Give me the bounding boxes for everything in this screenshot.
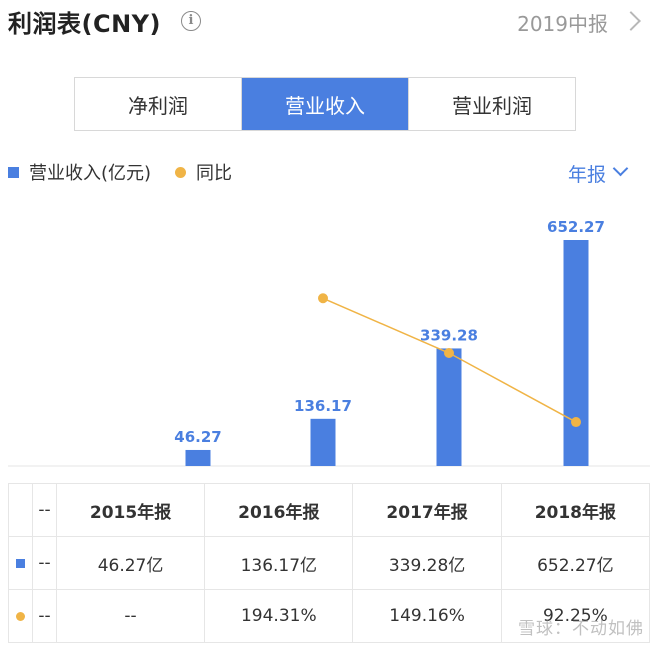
table-header-row: -- 2015年报 2016年报 2017年报 2018年报	[8, 483, 651, 537]
tab-operating-profit[interactable]: 营业利润	[409, 78, 575, 130]
bar-4[interactable]	[563, 240, 589, 466]
revenue-chart: 46.27 136.17 339.28 652.27	[8, 218, 650, 467]
watermark: 雪球：不动如佛	[518, 619, 644, 639]
legend-line-label: 同比	[196, 163, 233, 184]
table-cell: 136.17亿	[204, 536, 354, 590]
table-cell: 46.27亿	[55, 536, 206, 590]
yoy-point-4[interactable]	[571, 417, 581, 428]
table-cell: --	[55, 589, 206, 643]
chevron-down-icon[interactable]	[612, 160, 629, 177]
table-cell: 339.28亿	[352, 536, 502, 590]
metric-tabs: 净利润 营业收入 营业利润	[74, 77, 576, 131]
table-cell	[8, 483, 33, 537]
bar-2[interactable]	[310, 418, 336, 466]
table-cell	[8, 589, 33, 643]
header: 利润表(CNY) i 2019中报	[0, 0, 660, 44]
tab-net-profit[interactable]: 净利润	[75, 78, 242, 130]
legend-line-swatch	[175, 166, 187, 178]
table-cell: 2017年报	[352, 483, 502, 537]
tab-revenue[interactable]: 营业收入	[242, 78, 409, 130]
table-cell: --	[32, 483, 57, 537]
table-cell: 149.16%	[352, 589, 502, 643]
legend-bar-swatch	[8, 166, 19, 178]
legend-bar-label: 营业收入(亿元)	[29, 163, 152, 184]
table-cell: --	[32, 589, 57, 643]
bar-label-4: 652.27	[547, 218, 605, 236]
chevron-right-icon[interactable]	[621, 11, 641, 31]
table-cell: 92.25%	[500, 589, 651, 643]
bar-label-2: 136.17	[294, 397, 352, 415]
yoy-point-3[interactable]	[444, 348, 454, 359]
table-row-yoy: -- -- 194.31% 149.16% 92.25%	[8, 589, 651, 643]
bar-label-1: 46.27	[174, 428, 221, 446]
table-cell: 194.31%	[204, 589, 354, 643]
table-cell: --	[32, 536, 57, 590]
info-icon[interactable]: i	[181, 11, 201, 31]
page-title: 利润表(CNY)	[8, 10, 162, 38]
yoy-point-2[interactable]	[318, 293, 328, 304]
bar-3[interactable]	[436, 348, 462, 466]
bar-label-3: 339.28	[420, 326, 478, 344]
table-row-revenue: -- 46.27亿 136.17亿 339.28亿 652.27亿	[8, 536, 651, 590]
table-cell: 2015年报	[55, 483, 206, 537]
range-selector[interactable]: 年报	[567, 164, 606, 186]
revenue-marker	[16, 559, 25, 568]
table-cell: 2018年报	[500, 483, 651, 537]
bar-1[interactable]	[185, 449, 211, 466]
table-cell	[8, 536, 33, 590]
chart-legend: 营业收入(亿元) 同比	[8, 160, 232, 184]
period-selector[interactable]: 2019中报	[517, 12, 608, 36]
table-cell: 652.27亿	[500, 536, 651, 590]
data-table: -- 2015年报 2016年报 2017年报 2018年报 -- 46.27亿…	[8, 483, 651, 643]
yoy-marker	[16, 612, 25, 621]
table-cell: 2016年报	[204, 483, 354, 537]
